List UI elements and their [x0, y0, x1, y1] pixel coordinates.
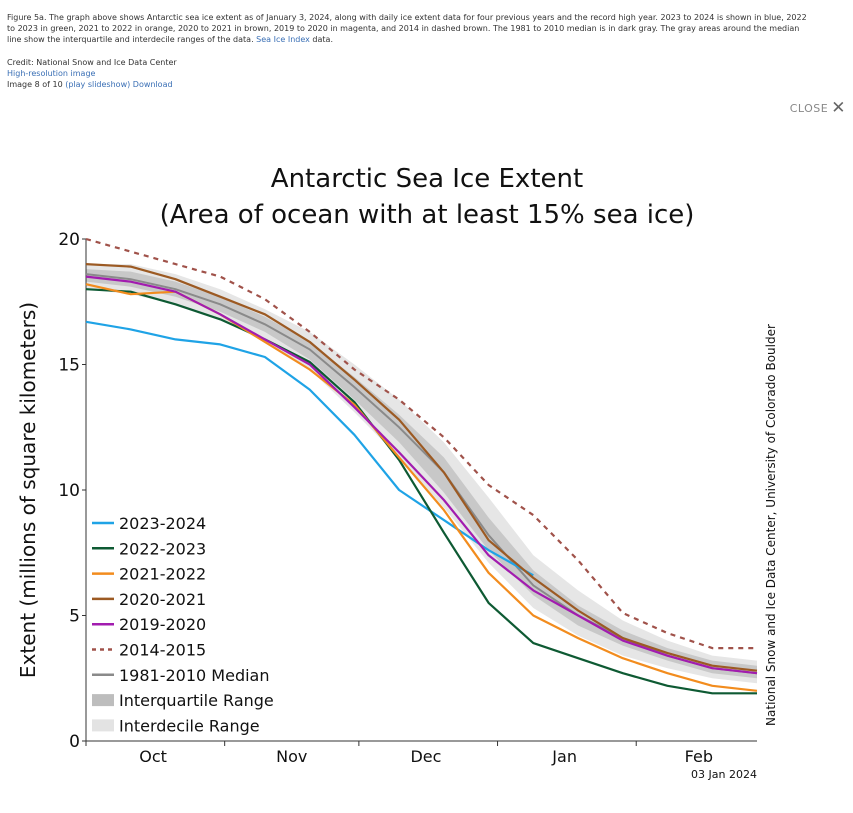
sea-ice-chart: Antarctic Sea Ice Extent (Area of ocean … [16, 164, 778, 781]
caption-text: Figure 5a. The graph above shows Antarct… [7, 13, 807, 44]
close-label: CLOSE [789, 102, 829, 115]
y-tick-label: 15 [58, 356, 80, 376]
high-resolution-link[interactable]: High-resolution image [7, 69, 96, 78]
close-icon: ✕ [831, 98, 846, 118]
x-tick-label: Nov [276, 747, 307, 766]
caption-tail: data. [309, 35, 333, 44]
median-line [85, 273, 758, 675]
legend-label: 2019-2020 [119, 615, 206, 634]
legend-label: 2014-2015 [119, 641, 206, 660]
series-line-2019-2020 [85, 275, 758, 675]
y-axis-label: Extent (millions of square kilometers) [16, 302, 40, 678]
legend-label: Interquartile Range [119, 691, 274, 710]
y-tick-label: 0 [69, 732, 80, 752]
plot-area: 0 5 10 15 20 Oct Nov Dec Jan Feb [58, 230, 758, 766]
legend-swatch-Interquartile Range [92, 694, 114, 707]
chart-subtitle: (Area of ocean with at least 15% sea ice… [160, 200, 695, 230]
date-stamp: 03 Jan 2024 [691, 768, 757, 781]
sea-ice-index-link[interactable]: Sea Ice Index [256, 35, 310, 44]
legend-label: 2021-2022 [119, 565, 206, 584]
play-slideshow-link[interactable]: (play slideshow) [65, 80, 131, 89]
legend: 2023-2024 2022-2023 2021-2022 2020-2021 2019… [92, 514, 274, 735]
legend-label: 1981-2010 Median [119, 666, 270, 685]
legend-label: 2020-2021 [119, 590, 206, 609]
image-counter: Image 8 of 10 [7, 80, 63, 89]
credit-line: Credit: National Snow and Ice Data Cente… [7, 58, 177, 67]
legend-label: 2023-2024 [119, 514, 206, 533]
y-tick-label: 10 [58, 481, 80, 501]
side-credit: National Snow and Ice Data Center, Unive… [764, 324, 778, 726]
legend-label: Interdecile Range [119, 716, 260, 735]
series-line-2014-2015 [85, 237, 757, 650]
chart-title: Antarctic Sea Ice Extent [271, 164, 583, 194]
legend-label: 2022-2023 [119, 539, 206, 558]
x-tick-label: Dec [410, 747, 441, 766]
figure-caption: Figure 5a. The graph above shows Antarct… [7, 12, 807, 45]
y-tick-label: 20 [58, 230, 80, 250]
x-tick-label: Feb [685, 747, 713, 766]
series-line-2022-2023 [85, 288, 757, 695]
close-button[interactable]: CLOSE ✕ [790, 100, 846, 117]
y-tick-label: 5 [69, 607, 80, 627]
series-line-2020-2021 [85, 263, 758, 672]
legend-swatch-Interdecile Range [92, 719, 114, 732]
download-link[interactable]: Download [132, 80, 173, 89]
x-tick-label: Jan [551, 747, 577, 766]
interdecile-band [86, 264, 757, 684]
x-tick-label: Oct [139, 747, 167, 766]
credit-block: Credit: National Snow and Ice Data Cente… [7, 57, 177, 90]
